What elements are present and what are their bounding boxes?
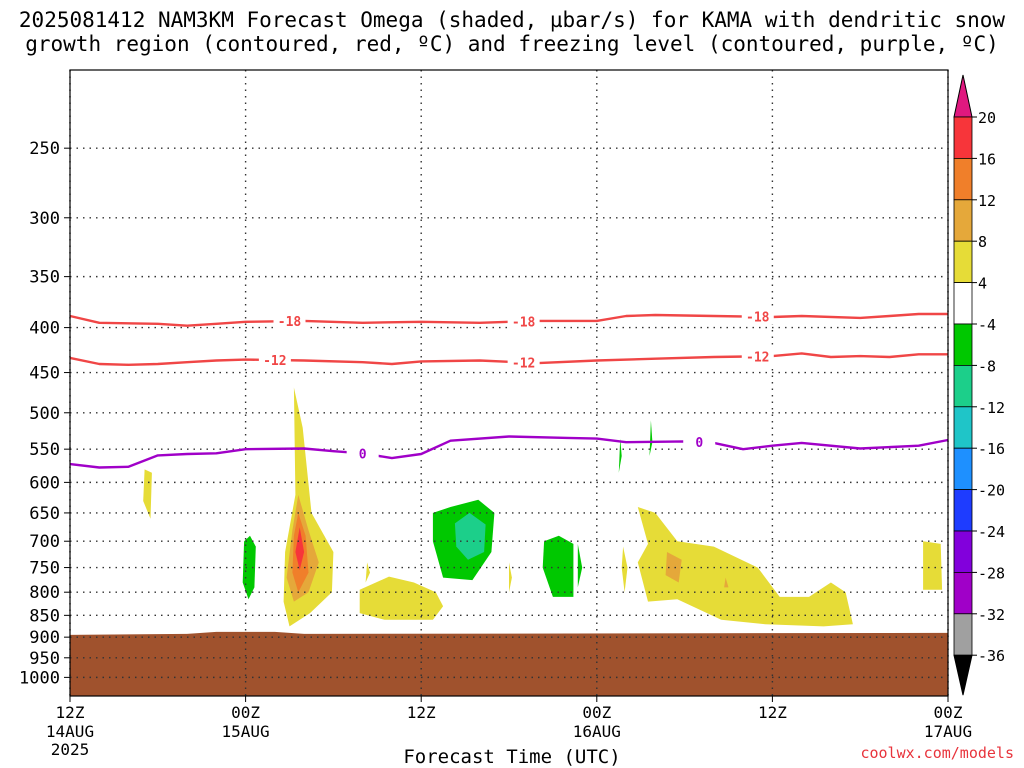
x-axis-title: Forecast Time (UTC) bbox=[403, 746, 621, 768]
ground-terrain-fill bbox=[70, 631, 948, 696]
omega-shaded-region bbox=[577, 543, 583, 588]
y-tick-label: 350 bbox=[29, 268, 60, 288]
contour-label: -12 bbox=[746, 350, 769, 365]
x-tick-label: 12Z bbox=[56, 703, 85, 722]
contour-label-background bbox=[683, 434, 716, 451]
omega-shaded-region bbox=[454, 512, 486, 560]
colorbar-swatch bbox=[953, 323, 973, 366]
contour-label-background bbox=[741, 308, 774, 325]
plot-frame bbox=[69, 69, 949, 697]
y-tick-label: 1000 bbox=[19, 668, 60, 688]
contour-label-background bbox=[273, 313, 306, 330]
x-tick-date-label: 16AUG bbox=[573, 722, 621, 741]
colorbar-swatch bbox=[953, 364, 973, 408]
y-tick-label: 600 bbox=[29, 473, 60, 493]
y-tick-label: 950 bbox=[29, 649, 60, 669]
omega-shaded-region bbox=[621, 546, 628, 593]
colorbar-label: 20 bbox=[978, 109, 996, 127]
x-tick-label: 12Z bbox=[758, 703, 787, 722]
x-tick-date-label: 17AUG bbox=[924, 722, 972, 741]
colorbar-label: 8 bbox=[978, 233, 987, 251]
colorbar-swatch bbox=[953, 447, 973, 491]
contour-label: 0 bbox=[695, 436, 703, 451]
colorbar-swatch bbox=[953, 489, 973, 532]
colorbar-label: -32 bbox=[978, 606, 1005, 624]
contour-label: 0 bbox=[359, 447, 367, 462]
y-tick-label: 900 bbox=[29, 628, 60, 648]
source-watermark: coolwx.com/models bbox=[860, 744, 1014, 762]
omega-shaded-region bbox=[665, 552, 682, 583]
colorbar-swatch bbox=[953, 116, 973, 159]
colorbar-label: -20 bbox=[978, 482, 1005, 500]
colorbar-swatch bbox=[953, 572, 973, 615]
x-tick-label: 12Z bbox=[407, 703, 436, 722]
colorbar-swatch bbox=[953, 240, 973, 283]
y-tick-label: 300 bbox=[29, 209, 60, 229]
contour-line bbox=[69, 435, 949, 469]
x-tick-label: 00Z bbox=[934, 703, 963, 722]
omega-shaded-region bbox=[509, 562, 512, 593]
omega-shaded-region bbox=[637, 507, 853, 627]
y-tick-label: 450 bbox=[29, 364, 60, 384]
y-tick-label: 500 bbox=[29, 404, 60, 424]
contour-label-background bbox=[741, 348, 774, 365]
y-tick-label: 550 bbox=[29, 440, 60, 460]
colorbar-label: -4 bbox=[978, 316, 996, 334]
contour-label-background bbox=[507, 313, 540, 330]
colorbar-swatch bbox=[953, 406, 973, 449]
contour-label: -18 bbox=[278, 315, 302, 330]
colorbar-label: 16 bbox=[978, 150, 996, 168]
omega-shaded-region bbox=[242, 535, 256, 600]
chart-title-line1: 2025081412 NAM3KM Forecast Omega (shaded… bbox=[18, 8, 1006, 32]
colorbar-label: 4 bbox=[978, 275, 987, 293]
y-tick-label: 400 bbox=[29, 319, 60, 339]
x-tick-year-label: 2025 bbox=[51, 740, 90, 759]
colorbar-label: -36 bbox=[978, 647, 1005, 665]
y-tick-label: 650 bbox=[29, 504, 60, 524]
x-tick-label: 00Z bbox=[231, 703, 260, 722]
y-tick-label: 800 bbox=[29, 583, 60, 603]
chart-title-line2: growth region (contoured, red, ºC) and f… bbox=[25, 32, 999, 56]
omega-shaded-region bbox=[649, 420, 653, 456]
colorbar-swatch bbox=[953, 157, 973, 201]
omega-shaded-region bbox=[618, 438, 622, 473]
colorbar-top-arrow bbox=[953, 74, 973, 118]
colorbar-label: -12 bbox=[978, 399, 1005, 417]
colorbar-swatch bbox=[953, 613, 973, 656]
x-tick-label: 00Z bbox=[582, 703, 611, 722]
y-tick-label: 750 bbox=[29, 559, 60, 579]
contour-label: -18 bbox=[746, 311, 770, 326]
colorbar-bottom-arrow bbox=[953, 654, 973, 696]
omega-shaded-region bbox=[359, 576, 444, 620]
omega-shaded-region bbox=[923, 541, 943, 590]
colorbar-swatch bbox=[953, 530, 973, 573]
omega-shaded-region bbox=[724, 577, 729, 588]
y-tick-label: 850 bbox=[29, 606, 60, 626]
contour-label: -12 bbox=[512, 356, 535, 371]
contour-label-background bbox=[507, 354, 540, 371]
y-tick-label: 700 bbox=[29, 532, 60, 552]
omega-shaded-region bbox=[143, 469, 152, 519]
colorbar-label: 12 bbox=[978, 192, 996, 210]
y-tick-label: 250 bbox=[29, 139, 60, 159]
x-tick-date-label: 14AUG bbox=[46, 722, 94, 741]
colorbar-swatch bbox=[953, 282, 973, 325]
colorbar-label: -16 bbox=[978, 440, 1005, 458]
contour-line bbox=[69, 352, 948, 366]
x-tick-date-label: 15AUG bbox=[222, 722, 270, 741]
omega-shaded-region bbox=[542, 535, 574, 597]
contour-label-background bbox=[346, 445, 379, 462]
contour-label: -12 bbox=[263, 354, 286, 369]
contour-label: -18 bbox=[512, 315, 536, 330]
omega-shaded-region bbox=[295, 527, 305, 571]
omega-shaded-region bbox=[365, 562, 370, 583]
contour-label-background bbox=[258, 352, 291, 369]
colorbar-label: -24 bbox=[978, 523, 1005, 541]
colorbar-label: -28 bbox=[978, 564, 1005, 582]
colorbar-swatch bbox=[953, 199, 973, 242]
colorbar-label: -8 bbox=[978, 357, 996, 375]
